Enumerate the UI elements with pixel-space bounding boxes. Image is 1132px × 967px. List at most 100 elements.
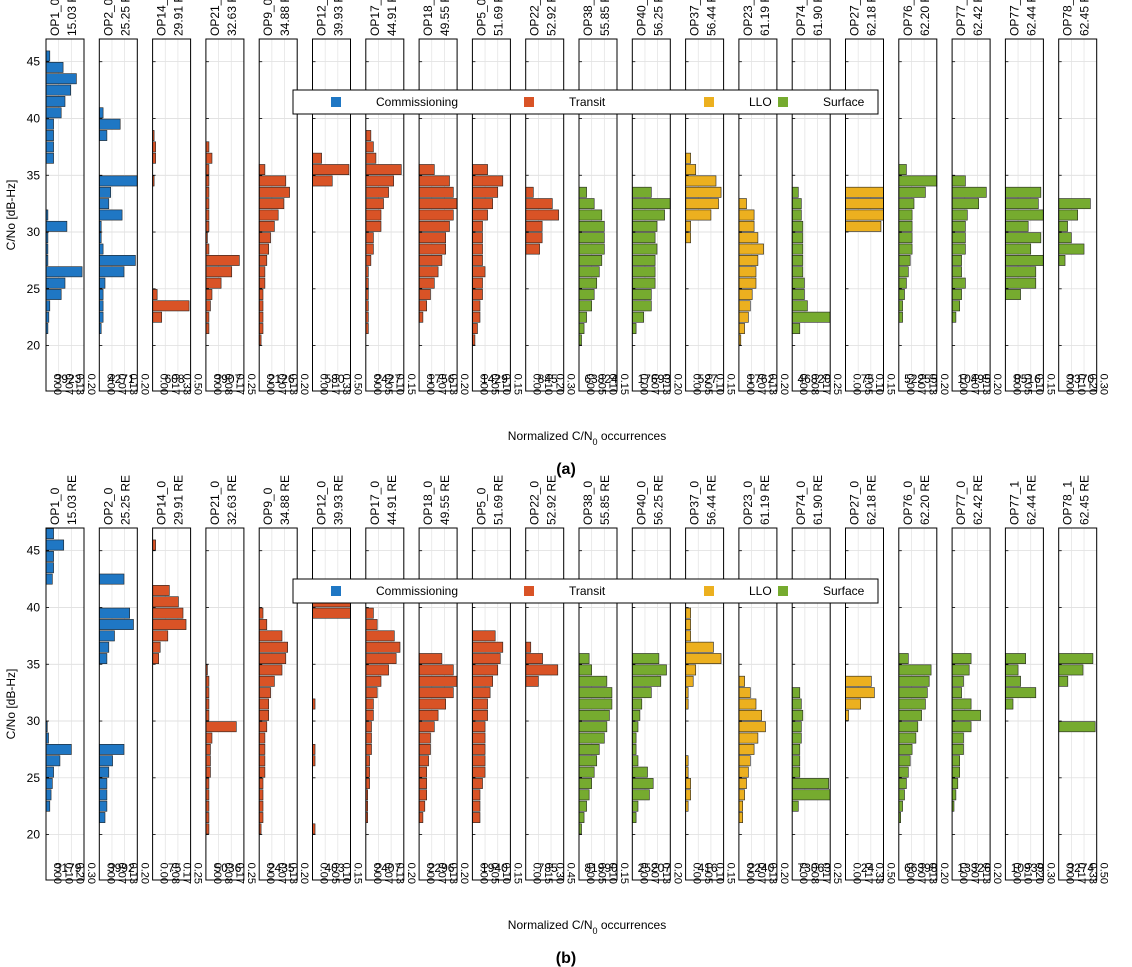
histogram-bar <box>418 653 443 664</box>
histogram-bar <box>472 277 483 289</box>
histogram-bar <box>258 744 266 755</box>
panel-name: OP77_1 <box>1007 0 1021 36</box>
x-tick-label: 0.00 <box>531 863 543 884</box>
histogram-bar <box>898 232 913 244</box>
histogram-bar <box>631 800 639 812</box>
histogram-bar <box>951 220 966 232</box>
histogram-bar <box>578 289 595 300</box>
histogram-bar <box>45 141 54 153</box>
x-tick-label: 0.10 <box>713 863 725 884</box>
x-tick-label: 0.50 <box>352 374 364 395</box>
x-tick-label: 0.20 <box>671 863 683 884</box>
panel-frame <box>471 527 511 881</box>
histogram-bar <box>365 130 372 141</box>
histogram-bar <box>418 300 428 312</box>
histogram-bar <box>99 255 136 266</box>
panel-frame <box>418 527 458 881</box>
histogram-bar <box>258 175 287 187</box>
histogram-bar <box>152 585 170 596</box>
x-tick-label: 0.33 <box>340 374 352 395</box>
panel-count: 1940 <box>481 861 508 875</box>
histogram-bar <box>738 766 749 778</box>
panel-frame <box>1004 527 1044 881</box>
histogram-bar <box>258 164 266 175</box>
histogram-bar <box>631 289 652 300</box>
histogram-bar <box>631 778 654 789</box>
histogram-bar <box>418 766 428 778</box>
x-tick-label: 0.13 <box>660 374 672 395</box>
histogram-bar <box>738 198 747 210</box>
x-tick-label: 0.25 <box>192 863 204 884</box>
panel-range: 55.85 RE <box>598 475 612 525</box>
histogram-bar <box>418 675 458 687</box>
histogram-bar <box>45 289 62 300</box>
x-tick-label: 0.08 <box>222 863 234 884</box>
panel-range: 52.92 RE <box>545 0 559 36</box>
histogram-bar <box>99 630 115 642</box>
histogram-bar <box>258 232 271 244</box>
figure-caption: (b) <box>556 950 576 967</box>
x-tick-label: 0.05 <box>702 863 714 884</box>
x-tick-label: 0.00 <box>264 863 276 884</box>
histogram-bar <box>631 198 671 210</box>
histogram-bar <box>1005 653 1026 664</box>
histogram-bar <box>898 311 903 323</box>
panel-name: OP14_0 <box>155 481 169 525</box>
x-tick-label: 0.45 <box>565 863 577 884</box>
y-tick-label: 25 <box>27 282 41 296</box>
x-tick-label: 0.07 <box>968 863 980 884</box>
panel-range: 62.45 RE <box>1078 475 1092 525</box>
histogram-bar <box>578 266 600 278</box>
histogram-bar <box>951 766 960 778</box>
x-tick-label: 0.30 <box>565 374 577 395</box>
histogram-bar <box>631 243 658 255</box>
histogram-bar <box>45 61 64 73</box>
legend-label: Transit <box>569 95 606 109</box>
legend-label: Commissioning <box>376 95 458 109</box>
histogram-bar <box>45 778 53 789</box>
panel-name: OP74_0 <box>794 0 808 36</box>
histogram-bar <box>152 653 159 664</box>
histogram-bar <box>45 107 62 119</box>
histogram-bar <box>418 789 428 801</box>
panel-frame <box>98 527 138 881</box>
histogram-bar <box>631 311 644 323</box>
x-axis-label-tail: occurrences <box>598 918 667 932</box>
x-tick-label: 0.15 <box>618 863 630 884</box>
histogram-bar <box>951 289 962 300</box>
histogram-bar <box>99 266 125 278</box>
histogram-bar <box>99 607 131 619</box>
histogram-bar <box>258 732 266 744</box>
histogram-bar <box>418 186 454 198</box>
histogram-bar <box>472 744 486 755</box>
legend-label: LLO <box>749 584 772 598</box>
panel-range: 62.44 RE <box>1024 475 1038 525</box>
histogram-bar <box>312 152 322 164</box>
x-tick-label: 0.00 <box>424 374 436 395</box>
histogram-bar <box>685 789 691 801</box>
panel-name: OP22_0 <box>528 481 542 525</box>
histogram-bar <box>685 152 691 164</box>
histogram-bar <box>631 812 637 823</box>
panel-range: 32.63 RE <box>225 0 239 36</box>
histogram-bar <box>951 266 962 278</box>
histogram-bar <box>631 766 648 778</box>
legend: Commissioning Transit LLO Surface <box>292 578 879 604</box>
x-tick-label: 0.15 <box>511 374 523 395</box>
x-tick-label: 0.17 <box>1075 863 1087 884</box>
panel-name: OP76_0 <box>901 481 915 525</box>
histogram-bar <box>578 698 613 710</box>
histogram-bar <box>578 800 587 812</box>
x-tick-label: 0.10 <box>607 374 619 395</box>
histogram-bar <box>258 653 287 664</box>
histogram-bar <box>45 152 54 164</box>
x-tick-label: 0.00 <box>744 863 756 884</box>
x-tick-label: 0.05 <box>702 374 714 395</box>
histogram-bar <box>472 664 499 676</box>
x-tick-label: 0.20 <box>778 863 790 884</box>
x-tick-label: 0.00 <box>1010 863 1022 884</box>
y-tick-label: 35 <box>27 168 41 182</box>
